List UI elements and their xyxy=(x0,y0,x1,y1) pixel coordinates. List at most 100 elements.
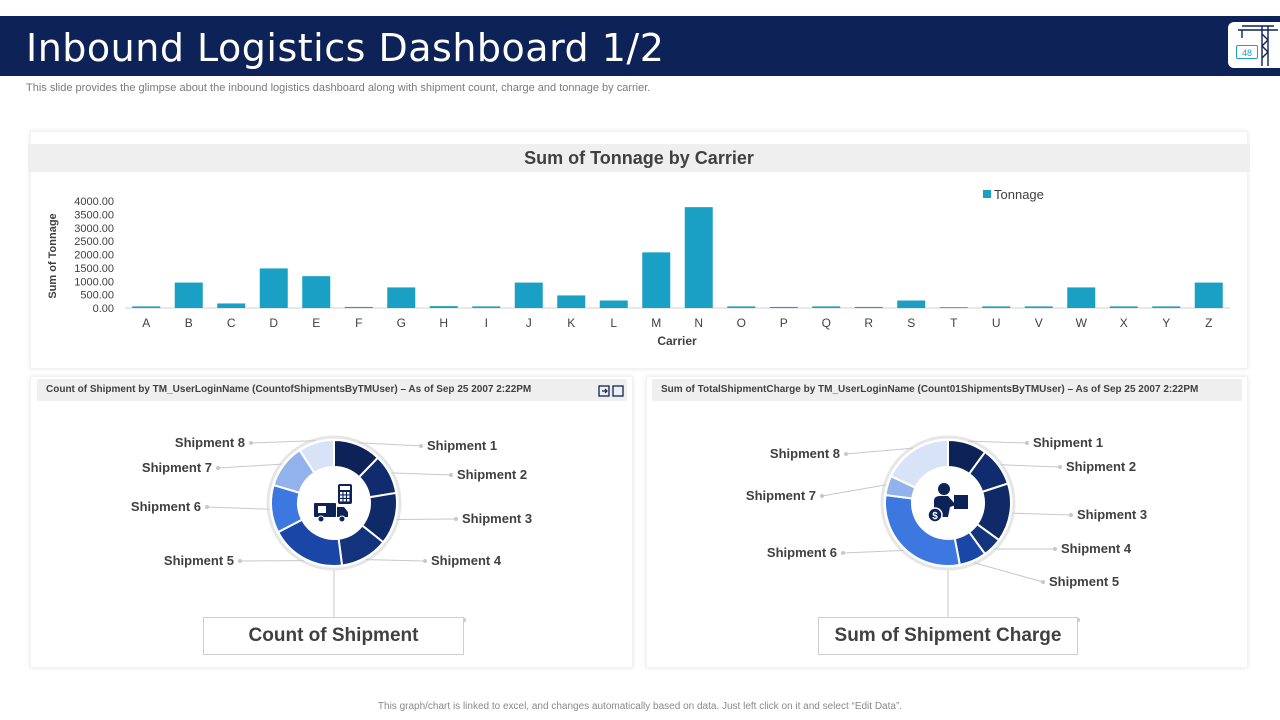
leader-dot xyxy=(844,452,848,456)
bar-T xyxy=(939,307,968,308)
leader-dot xyxy=(820,494,824,498)
leader-dot xyxy=(1058,465,1062,469)
x-tick-label: W xyxy=(1076,316,1088,330)
x-tick-label: F xyxy=(355,316,362,330)
x-tick-label: L xyxy=(610,316,617,330)
x-tick-label: E xyxy=(312,316,320,330)
y-tick-label: 500.00 xyxy=(80,290,114,302)
bar-chart: Sum of Tonnage Carrier Tonnage 0.00500.0… xyxy=(47,187,1230,622)
leader-line xyxy=(1000,464,1061,468)
bar-W xyxy=(1067,287,1096,308)
x-tick-label: V xyxy=(1035,316,1043,330)
legend-swatch xyxy=(983,190,991,198)
x-tick-label: U xyxy=(992,316,1001,330)
x-tick-label: Y xyxy=(1162,316,1170,330)
donut-slice-8 xyxy=(889,438,949,490)
y-tick-label: 0.00 xyxy=(93,303,114,315)
bar-N xyxy=(684,207,713,308)
x-tick-label: A xyxy=(142,316,150,330)
leader-line xyxy=(845,447,914,455)
y-tick-label: 1000.00 xyxy=(74,276,114,288)
bar-K xyxy=(557,295,586,308)
bar-R xyxy=(854,306,883,308)
bar-S xyxy=(897,300,926,308)
bar-D xyxy=(259,268,288,308)
slice-label: Shipment 8 xyxy=(770,446,840,461)
bar-F xyxy=(344,306,373,308)
bar-chart-header xyxy=(28,144,1250,172)
crane-icon xyxy=(1238,25,1278,66)
x-tick-label: I xyxy=(485,316,488,330)
x-tick-label: C xyxy=(227,316,236,330)
bar-A xyxy=(132,306,161,308)
bar-P xyxy=(769,306,798,308)
expand-icon[interactable] xyxy=(598,384,624,398)
leader-line xyxy=(1012,512,1072,516)
bar-L xyxy=(599,300,628,308)
person-money-box-icon: $ xyxy=(927,483,968,523)
bar-V xyxy=(1024,306,1053,308)
leader-line xyxy=(821,484,886,497)
leader-line xyxy=(217,463,282,469)
bar-G xyxy=(387,287,416,308)
bar-H xyxy=(429,306,458,308)
leader-dot xyxy=(423,559,427,563)
x-tick-label: B xyxy=(185,316,193,330)
slice-label: Shipment 2 xyxy=(457,467,527,482)
slice-label: Shipment 3 xyxy=(462,511,532,526)
bar-Q xyxy=(812,306,841,308)
x-tick-label: D xyxy=(269,316,278,330)
x-tick-label: J xyxy=(526,316,532,330)
leader-dot xyxy=(419,444,423,448)
y-tick-label: 4000.00 xyxy=(74,196,114,208)
y-tick-label: 1500.00 xyxy=(74,263,114,275)
calculator-truck-icon xyxy=(314,484,352,523)
leader-line xyxy=(365,559,426,562)
x-tick-label: M xyxy=(651,316,661,330)
bar-chart-title: Sum of Tonnage by Carrier xyxy=(524,148,754,168)
leader-dot xyxy=(454,517,458,521)
leader-dot xyxy=(1025,441,1029,445)
bar-C xyxy=(217,303,246,308)
bar-U xyxy=(982,306,1011,308)
slide-number: 48 xyxy=(1236,45,1258,59)
count-donut: Shipment 1 Shipment 2 Shipment 3 Shipment 4… xyxy=(131,435,532,571)
leader-dot xyxy=(449,473,453,477)
page-title: Inbound Logistics Dashboard 1/2 xyxy=(26,26,665,70)
bar-Z xyxy=(1194,282,1223,308)
x-tick-label: H xyxy=(439,316,448,330)
slice-label: Shipment 6 xyxy=(767,545,837,560)
charge-donut: Shipment 1 Shipment 2 Shipment 3 Shipment 4… xyxy=(746,435,1147,589)
count-chart-title: Count of Shipment by TM_UserLoginName (C… xyxy=(37,379,627,401)
x-tick-label: P xyxy=(780,316,788,330)
donut-slice-8 xyxy=(298,438,335,475)
slice-label: Shipment 5 xyxy=(1049,574,1119,589)
svg-text:$: $ xyxy=(932,511,938,522)
bar-X xyxy=(1109,306,1138,308)
slice-label: Shipment 1 xyxy=(1033,435,1103,450)
slice-label: Shipment 8 xyxy=(175,435,245,450)
x-tick-label: T xyxy=(950,316,958,330)
x-tick-label: O xyxy=(737,316,746,330)
bar-I xyxy=(472,306,501,308)
leader-line xyxy=(968,440,1028,444)
bar-M xyxy=(642,252,671,308)
leader-dot xyxy=(216,466,220,470)
footnote: This graph/chart is linked to excel, and… xyxy=(377,701,903,712)
bar-B xyxy=(174,282,203,308)
bar-Y xyxy=(1152,306,1181,308)
x-tick-label: S xyxy=(907,316,915,330)
charge-caption: Sum of Shipment Charge xyxy=(818,617,1078,655)
leader-line xyxy=(842,549,904,554)
y-tick-label: 2000.00 xyxy=(74,250,114,262)
y-tick-label: 2500.00 xyxy=(74,236,114,248)
legend-label: Tonnage xyxy=(994,187,1044,202)
x-tick-label: X xyxy=(1120,316,1128,330)
leader-dot xyxy=(205,505,209,509)
slice-label: Shipment 3 xyxy=(1077,507,1147,522)
slice-label: Shipment 4 xyxy=(1061,541,1132,556)
title-bar xyxy=(0,16,1280,76)
leader-dot xyxy=(1069,513,1073,517)
leader-line xyxy=(250,440,316,444)
x-tick-label: R xyxy=(864,316,873,330)
